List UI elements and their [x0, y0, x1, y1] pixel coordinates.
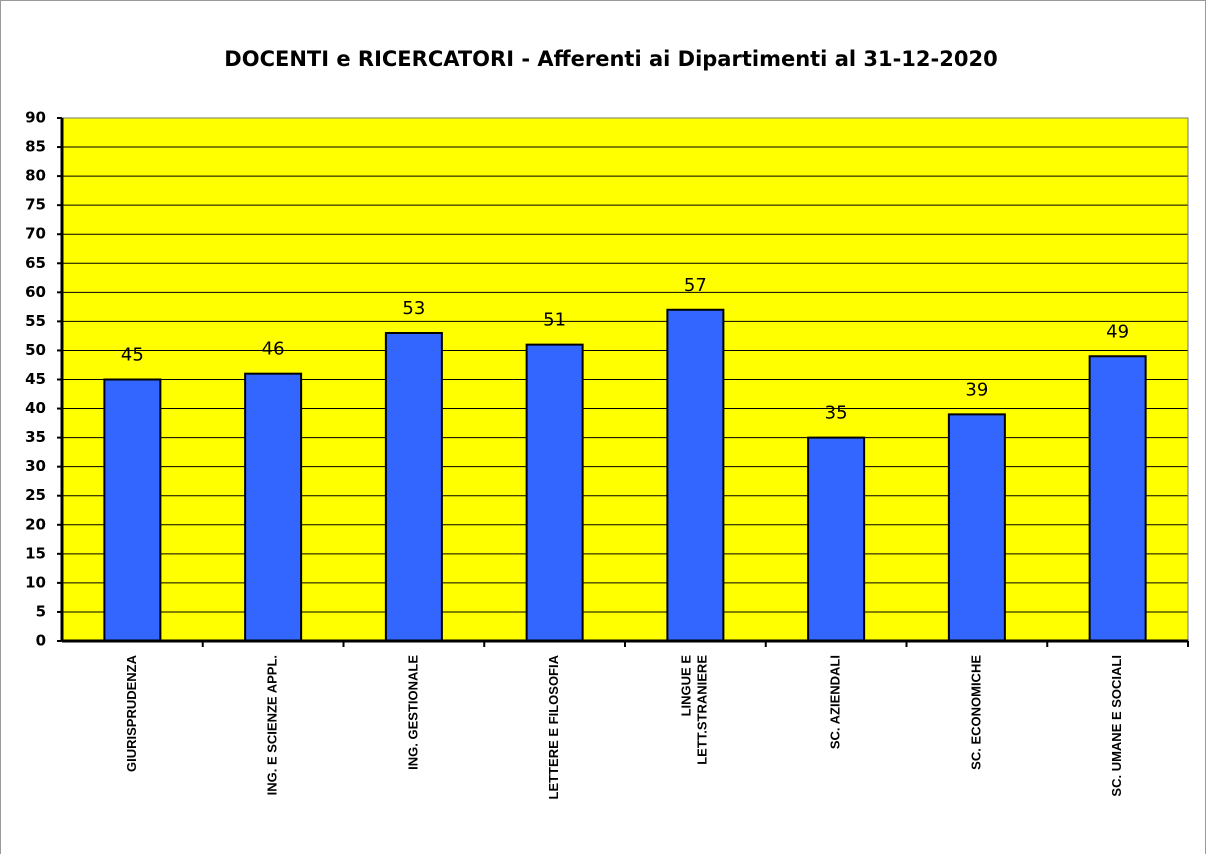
y-tick-label: 15 [25, 544, 46, 562]
data-label: 49 [1106, 321, 1129, 342]
y-tick-label: 25 [25, 486, 46, 504]
bar [525, 343, 584, 642]
x-tick-label: LINGUE ELETT.STRANIERE [679, 655, 710, 765]
x-tick-label: ING. E SCIENZE APPL. [265, 655, 280, 795]
y-tick-label: 60 [25, 283, 46, 301]
x-tick-label: SC. ECONOMICHE [968, 655, 983, 770]
data-label: 39 [965, 379, 988, 400]
y-tick-label: 35 [25, 428, 46, 446]
x-tick-label: ING. GESTIONALE [405, 655, 420, 770]
y-tick-label: 45 [25, 370, 46, 388]
y-tick-label: 65 [25, 254, 46, 272]
x-tick-label: SC. AZIENDALI [828, 655, 843, 749]
y-tick-label: 90 [25, 109, 46, 127]
y-tick-label: 70 [25, 225, 46, 243]
y-tick-label: 55 [25, 312, 46, 330]
data-label: 45 [121, 345, 144, 366]
bar [666, 308, 725, 642]
y-tick-label: 40 [25, 399, 46, 417]
bar [947, 413, 1006, 642]
data-label: 35 [825, 403, 848, 424]
bar [244, 372, 303, 642]
y-tick-label: 5 [36, 602, 46, 620]
x-tick-label: LETTERE E FILOSOFIA [546, 654, 561, 799]
y-tick-label: 10 [25, 573, 46, 591]
bar [807, 436, 866, 642]
data-label: 53 [402, 298, 425, 319]
data-label: 51 [543, 310, 566, 331]
y-tick-label: 30 [25, 457, 46, 475]
y-tick-label: 75 [25, 196, 46, 214]
y-tick-label: 50 [25, 341, 46, 359]
y-tick-label: 0 [36, 632, 46, 650]
y-tick-label: 20 [25, 515, 46, 533]
bar [103, 378, 162, 642]
bar [1088, 355, 1147, 642]
data-label: 46 [262, 339, 285, 360]
chart-title: DOCENTI e RICERCATORI - Afferenti ai Dip… [224, 47, 997, 71]
y-tick-label: 80 [25, 167, 46, 185]
data-label: 57 [684, 275, 707, 296]
y-tick-label: 85 [25, 138, 46, 156]
x-tick-label: GIURISPRUDENZA [124, 654, 139, 772]
x-tick-label: SC. UMANE E SOCIALI [1109, 655, 1124, 797]
bar [384, 332, 443, 642]
